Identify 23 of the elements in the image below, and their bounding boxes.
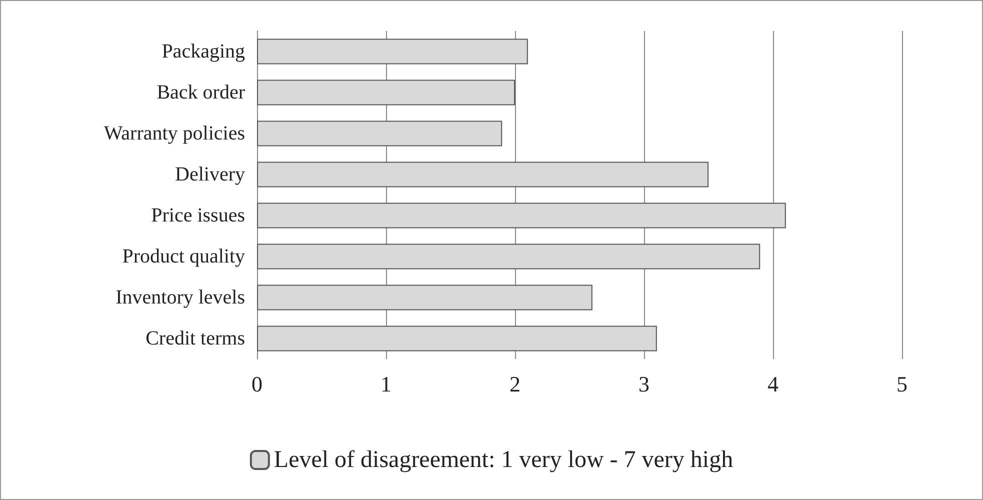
bar: [257, 202, 786, 228]
x-tick-label: 5: [896, 372, 908, 396]
y-tick-label: Packaging: [162, 40, 245, 62]
bar: [257, 120, 502, 146]
bar: [257, 284, 592, 310]
y-tick-label: Warranty policies: [104, 122, 246, 144]
bar: [257, 326, 657, 352]
bar: [257, 162, 708, 188]
y-tick-label: Inventory levels: [116, 286, 246, 308]
x-tick-label: 3: [638, 372, 650, 396]
legend-label: Level of disagreement: 1 very low - 7 very high: [274, 447, 734, 473]
bar: [257, 80, 515, 106]
x-tick-label: 0: [252, 372, 262, 396]
bar: [257, 244, 760, 270]
y-tick-label: Back order: [156, 82, 246, 104]
x-tick-label: 4: [768, 372, 778, 396]
y-tick-label: Price issues: [151, 204, 246, 226]
bar: [257, 38, 528, 64]
x-tick-label: 2: [510, 372, 520, 396]
y-tick-label: Delivery: [175, 164, 245, 186]
y-tick-label: Credit terms: [146, 328, 246, 350]
y-tick-label: Product quality: [122, 246, 245, 268]
x-tick-label: 1: [380, 372, 392, 396]
